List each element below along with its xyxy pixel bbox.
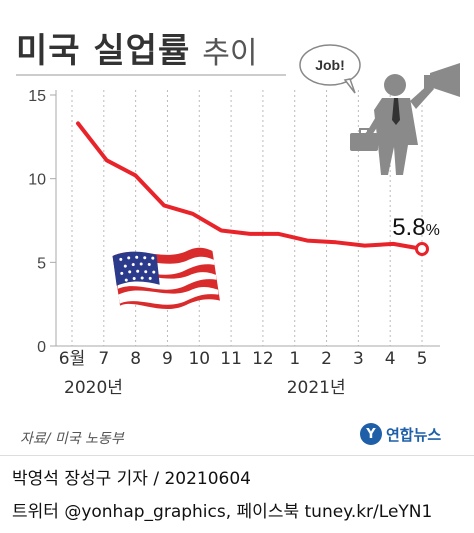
axes: [55, 90, 440, 347]
x-tick-label: 6월: [59, 349, 85, 369]
last-value-unit: %: [426, 222, 440, 239]
last-value-label: 5.8%: [392, 214, 440, 241]
x-tick-label: 11: [220, 349, 242, 369]
year-labels: 2020년 2021년: [64, 378, 346, 398]
x-ticks: 6월 7 8 9 10 11 12 1 2 3 4 5: [59, 349, 428, 369]
x-tick-label: 5: [417, 349, 428, 369]
businessman-icon: [350, 63, 460, 175]
x-tick-label: 1: [289, 349, 300, 369]
x-tick-label: 12: [252, 349, 274, 369]
credit-reporters: 박영석 장성구 기자 / 20210604: [12, 469, 251, 489]
credit-social: 트위터 @yonhap_graphics, 페이스북 tuney.kr/LeYN…: [12, 502, 433, 522]
x-tick-label: 3: [353, 349, 364, 369]
x-tick-label: 10: [188, 349, 210, 369]
y-tick-label: 10: [28, 172, 46, 189]
us-flag-icon: [112, 247, 220, 309]
x-tick-label: 7: [98, 349, 109, 369]
y-tick-label: 0: [37, 339, 46, 356]
last-value-number: 5.8: [392, 214, 425, 241]
yonhap-logo-text: 연합뉴스: [386, 425, 442, 444]
title-sub: 추이: [202, 36, 258, 71]
yonhap-logo-icon: Y: [360, 423, 382, 445]
x-tick-label: 8: [130, 349, 141, 369]
last-value-marker: [415, 241, 429, 256]
x-tick-label: 9: [162, 349, 173, 369]
x-tick-label: 4: [385, 349, 396, 369]
year-label: 2020년: [64, 378, 123, 398]
y-tick-label: 5: [37, 255, 46, 272]
y-ticks: 0 5 10 15: [28, 88, 56, 356]
chart-title: 미국 실업률 추이: [16, 12, 257, 72]
y-tick-label: 15: [28, 88, 46, 105]
source-note: 자료/ 미국 노동부: [20, 431, 124, 447]
title-main: 미국 실업률: [16, 31, 191, 71]
year-label: 2021년: [287, 378, 346, 398]
title-divider: [16, 74, 286, 76]
speech-bubble-text: Job!: [315, 57, 345, 73]
footer-divider: [0, 455, 474, 456]
jobseeker-illustration: Job!: [299, 44, 460, 175]
x-tick-label: 2: [321, 349, 332, 369]
unemployment-line: [76, 121, 424, 251]
speech-bubble: Job!: [299, 44, 361, 94]
yonhap-logo: Y 연합뉴스: [360, 423, 441, 445]
